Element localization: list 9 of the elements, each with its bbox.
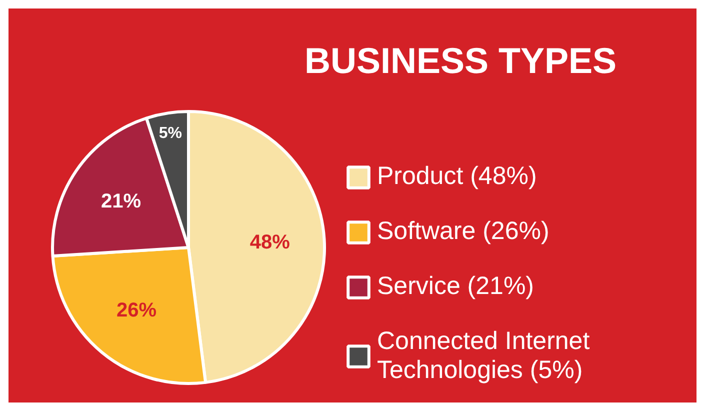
data-label: 21% <box>100 190 142 213</box>
legend-label: Software (26%) <box>377 217 550 246</box>
data-label: 48% <box>250 231 290 254</box>
legend-label: Service (21%) <box>377 272 534 301</box>
data-label: 5% <box>158 124 182 142</box>
legend-label: Connected Internet Technologies (5%) <box>377 327 590 385</box>
legend-label: Product (48%) <box>377 162 537 191</box>
chart-title: BUSINESS TYPES <box>304 40 617 81</box>
data-label: 26% <box>116 299 157 322</box>
